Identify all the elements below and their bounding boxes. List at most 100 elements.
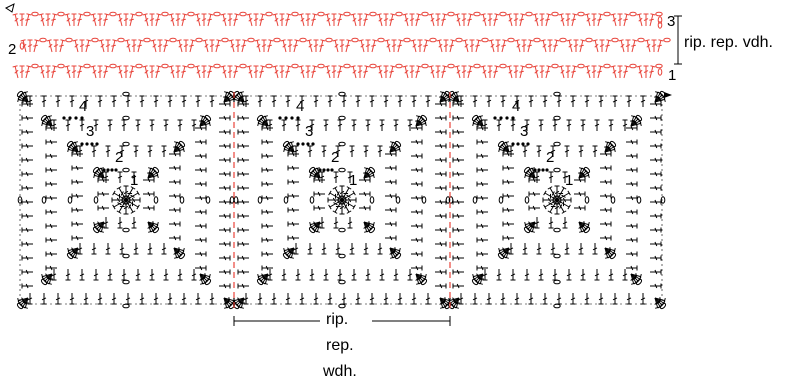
dc-stitch [261,153,273,159]
dc-stitch [452,269,464,275]
round1-dc [341,186,352,201]
dc-stitch [45,237,57,243]
dc-stitch [321,243,327,255]
border-dc [423,39,430,53]
border-dc [610,65,617,79]
border-dc [488,39,495,53]
dc-stitch [594,269,600,281]
border-chain [551,11,559,17]
dc-stitch [383,95,389,107]
border-dc [261,39,267,52]
dc-stitch [385,165,397,171]
chain-stitch [41,196,47,204]
dc-stitch [508,243,514,255]
border-dc [25,13,32,27]
dc-stitch [435,241,447,247]
corner-dc [233,297,245,304]
slip-stitch-dot [322,168,326,172]
dc-stitch [65,119,71,131]
border-dc [220,13,227,27]
corner-chain [609,140,617,148]
corner-dc [147,172,159,179]
chain-stitch [122,167,130,173]
border-dc [51,65,58,79]
dc-stitch [313,177,325,183]
dc-stitch [411,251,423,257]
border-dc [71,13,77,26]
corner-dc [93,221,105,228]
dc-stitch [650,283,662,289]
round1-dc [556,186,567,201]
chain-stitch [553,115,561,121]
dc-stitch [107,119,113,131]
dc-stitch [528,205,540,211]
dc-stitch [45,181,57,187]
dc-stitch [435,115,447,121]
border-dc [103,13,110,27]
dc-stitch [195,251,207,257]
dc-stitch [21,213,33,219]
dc-stitch [21,283,33,289]
border-chain [117,37,125,43]
slip-stitch-dot [326,168,330,172]
border-chain [221,37,229,43]
dc-stitch [411,293,417,305]
border-dc [610,13,617,27]
dc-stitch [650,199,662,205]
border-chain [109,11,117,17]
border-dc [45,65,51,78]
dc-stitch [195,95,201,107]
chain-stitch [553,141,561,147]
dc-stitch [564,243,570,255]
dc-stitch [452,255,464,261]
border-chain [291,63,299,69]
dc-stitch [476,181,488,187]
border-dc [480,65,487,79]
border-dc [149,65,155,78]
dc-stitch [411,153,423,159]
slip-stitch-dot [521,142,525,146]
border-dc [540,39,547,53]
border-dc [279,13,285,26]
round1-dc [554,200,560,215]
border-dc [539,65,545,78]
border-chain [57,11,65,17]
round1-dc [125,190,140,201]
dc-stitch [237,129,249,135]
dc-stitch [45,209,57,215]
dc-stitch [71,207,83,213]
dc-stitch [640,95,646,107]
round1-dc [543,199,558,210]
dc-stitch [552,269,558,281]
border-dc [487,13,493,26]
border-dc [539,13,545,26]
slip-stitch-dot [296,142,300,146]
border-dc [116,13,123,27]
slip-stitch-dot [318,168,322,172]
corner-dc [46,115,53,127]
border-dc [545,65,552,79]
dc-stitch [580,119,586,131]
dc-stitch [592,243,598,255]
border-dc [436,39,443,53]
dc-stitch [261,209,273,215]
border-dc [201,13,207,26]
chain-stitch [122,227,130,233]
border-dc [571,65,578,79]
dc-stitch [347,217,353,229]
dc-stitch [626,153,638,159]
dc-stitch [219,185,231,191]
border-chain [65,37,73,43]
border-dc [376,13,383,27]
chain-stitch [257,196,263,204]
chain-stitch [395,196,401,204]
border-dc [469,39,475,52]
dc-stitch [411,209,423,215]
dc-stitch [125,293,131,305]
slip-stitch-dot [85,142,89,146]
slip-stitch-dot [102,168,106,172]
motif-3-round-1: 1 [565,172,574,189]
border-dc [435,13,441,26]
chain-stitch [338,141,346,147]
dc-stitch [195,293,201,305]
